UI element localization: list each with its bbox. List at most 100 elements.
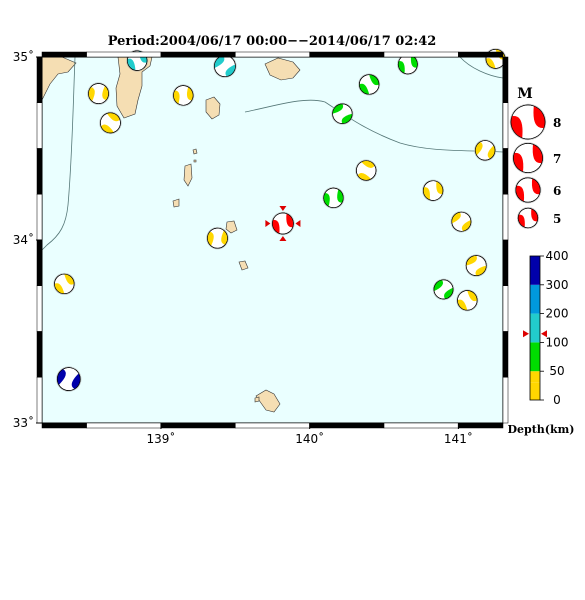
event-mechanism xyxy=(172,84,195,107)
west-coast xyxy=(41,56,77,101)
magnitude-legend: M 8 7 6 5 xyxy=(509,86,561,229)
east-coast-line xyxy=(459,56,504,79)
niijima xyxy=(183,163,193,187)
magnitude-legend-label: 7 xyxy=(553,152,561,166)
frame-bar-segment xyxy=(458,422,504,429)
depth-tick-label: 50 xyxy=(549,364,564,378)
lat-tick-label: 33˚ xyxy=(13,415,34,430)
event-mechanism xyxy=(358,73,381,96)
depth-colorbar-segment xyxy=(530,256,540,285)
boso-coast xyxy=(264,57,301,81)
lon-tick-label: 140˚ xyxy=(295,431,324,446)
frame-bar-segment xyxy=(383,51,459,58)
event-mechanism xyxy=(322,186,345,209)
frame-bar-segment xyxy=(36,56,43,103)
depth-marker-right xyxy=(541,330,547,338)
frame-bar-segment xyxy=(160,51,236,58)
magnitude-legend-symbol xyxy=(509,103,547,141)
frame-bar-segment xyxy=(86,422,162,429)
magnitude-legend-label: 5 xyxy=(553,212,561,226)
izu-peninsula xyxy=(115,56,153,119)
izu-bonin-trench-line xyxy=(244,99,504,153)
izu-oshima xyxy=(205,96,221,120)
depth-colorbar-segment xyxy=(530,342,540,372)
frame-bar-segment xyxy=(502,377,509,424)
event-mechanism xyxy=(464,254,488,277)
frame-bar-segment xyxy=(458,51,504,58)
event-mechanism xyxy=(422,179,445,202)
frame-bar-segment xyxy=(36,331,43,378)
kozushima xyxy=(225,220,238,234)
map-title: Period:2004/06/17 00:00−−2014/06/17 02:4… xyxy=(108,34,437,49)
mikurajima xyxy=(255,389,281,413)
frame-bar-segment xyxy=(36,102,43,149)
shikinejima xyxy=(172,198,180,208)
frame-bar-segment xyxy=(383,422,459,429)
depth-colorbar-segment xyxy=(530,371,540,383)
frame-bar-segment xyxy=(160,422,236,429)
magnitude-legend-label: 6 xyxy=(553,184,561,198)
map-frame-scale-bars xyxy=(36,51,509,429)
event-mechanism xyxy=(331,102,354,125)
lat-tick-label: 34˚ xyxy=(13,232,34,247)
depth-tick-label: 0 xyxy=(553,393,561,407)
magnitude-legend-symbol xyxy=(517,207,539,229)
miyakejima-south xyxy=(238,260,249,271)
main-event-mechanism xyxy=(271,211,295,236)
depth-colorbar: Depth(km) 0 50 100 200 300 400 xyxy=(508,249,575,436)
frame-bar-segment xyxy=(309,51,385,58)
frame-bar-segment xyxy=(86,51,162,58)
event-mechanism xyxy=(355,159,378,182)
map-axis-ticks: 139˚ 140˚ 141˚ 35˚ 34˚ 33˚ xyxy=(13,49,473,446)
magnitude-legend-symbol xyxy=(514,176,542,204)
sagami-trough-line xyxy=(41,56,76,251)
depth-tick-label: 100 xyxy=(546,335,569,349)
frame-bar-segment xyxy=(235,51,310,58)
depth-colorbar-segment xyxy=(530,284,540,314)
depth-colorbar-title: Depth(km) xyxy=(508,423,575,436)
main-event-marker xyxy=(265,206,301,242)
depth-tick-label: 400 xyxy=(546,249,569,263)
frame-bar-segment xyxy=(502,194,509,241)
frame-bar-segment xyxy=(36,148,43,195)
lon-tick-label: 141˚ xyxy=(444,431,473,446)
frame-bar-segment xyxy=(502,56,509,103)
frame-bar-segment xyxy=(36,285,43,332)
frame-bar-segment xyxy=(41,51,87,58)
event-mechanism xyxy=(456,289,479,312)
event-mechanism xyxy=(206,226,229,250)
islet-b xyxy=(193,159,197,163)
earthquake-events xyxy=(53,48,507,392)
frame-bar-segment xyxy=(41,422,87,429)
depth-tick-label: 200 xyxy=(546,307,569,321)
depth-colorbar-frame xyxy=(529,255,541,401)
land-masses xyxy=(41,56,301,413)
frame-bar-segment xyxy=(502,102,509,149)
event-mechanism xyxy=(450,210,473,233)
depth-marker-left xyxy=(523,330,529,338)
depth-colorbar-segment xyxy=(530,313,540,343)
magnitude-legend-label: 8 xyxy=(553,116,561,130)
magnitude-legend-symbol xyxy=(512,142,544,174)
lat-tick-label: 35˚ xyxy=(13,49,34,64)
frame-bar-segment xyxy=(36,194,43,241)
map-area: 139˚ 140˚ 141˚ 35˚ 34˚ 33˚ xyxy=(13,48,509,446)
frame-bar-segment xyxy=(502,285,509,332)
event-mechanism xyxy=(432,278,455,301)
frame-bar-segment xyxy=(502,148,509,195)
event-mechanism xyxy=(99,111,122,135)
depth-tick-label: 300 xyxy=(546,278,569,292)
event-mechanism xyxy=(87,82,110,105)
frame-bar-segment xyxy=(36,239,43,286)
event-mechanism xyxy=(474,139,497,162)
event-mechanism xyxy=(53,272,76,295)
toshima xyxy=(192,148,198,155)
frame-bar-segment xyxy=(235,422,310,429)
event-mechanism xyxy=(56,366,82,392)
islet-a xyxy=(254,396,260,403)
frame-bar-segment xyxy=(502,331,509,378)
magnitude-legend-header: M xyxy=(517,86,533,102)
frame-bar-segment xyxy=(36,377,43,424)
event-mechanism xyxy=(397,53,419,76)
